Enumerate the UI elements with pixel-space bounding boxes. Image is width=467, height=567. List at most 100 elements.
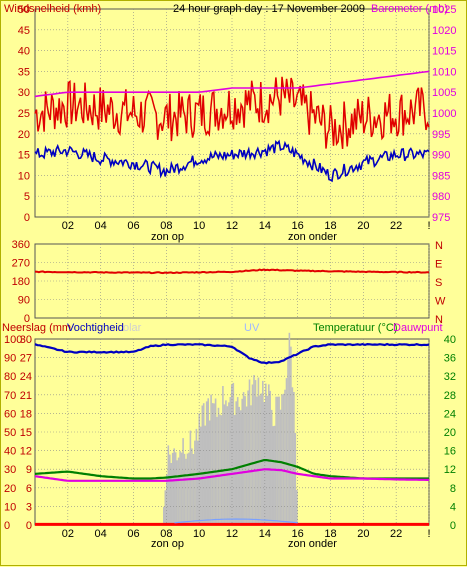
solar-bar xyxy=(164,490,167,525)
solar-bar xyxy=(231,384,233,525)
solar-bar xyxy=(282,393,285,525)
solar-bar xyxy=(219,414,221,525)
solar-bar xyxy=(182,438,184,525)
solar-bar xyxy=(265,383,267,525)
solar-bar xyxy=(263,402,266,525)
compass-tick: S xyxy=(435,277,442,289)
solar-bar xyxy=(232,382,235,525)
solar-bar xyxy=(171,452,174,525)
wind-direction-line xyxy=(34,268,430,275)
solar-bar xyxy=(244,396,246,525)
solar-legend-label: olar xyxy=(123,322,142,334)
barometer-tick: 990 xyxy=(432,150,450,162)
solar-bar xyxy=(284,389,286,525)
time-tick: 20 xyxy=(357,528,369,540)
barometer-tick: 1005 xyxy=(432,87,456,99)
compass-tick: W xyxy=(435,296,446,308)
solar-bar xyxy=(204,425,206,525)
solar-bar xyxy=(191,448,193,525)
humidity-tick: 10 xyxy=(4,501,16,513)
solar-bar xyxy=(179,451,181,525)
solar-bar xyxy=(205,401,208,525)
wind-direction-series xyxy=(34,268,430,275)
wind-speed-tick: 45 xyxy=(18,25,30,37)
solar-bar xyxy=(229,397,232,525)
humidity-line xyxy=(34,342,430,365)
solar-bar xyxy=(251,384,254,525)
time-tick: 10 xyxy=(193,220,205,232)
solar-bar xyxy=(285,378,288,525)
solar-bar xyxy=(288,332,291,525)
time-tick: 10 xyxy=(193,528,205,540)
time-tick: 14 xyxy=(259,528,271,540)
solar-bar xyxy=(254,380,257,525)
humidity-legend-label: Vochtigheid xyxy=(67,322,124,334)
solar-bar xyxy=(290,346,292,525)
barometer-axis-label: Barometer (mb) xyxy=(371,3,448,15)
wind-baro-line xyxy=(34,70,430,98)
wind-speed-tick: 15 xyxy=(18,150,30,162)
time-tick: 16 xyxy=(292,528,304,540)
rain-tick: 6 xyxy=(26,483,32,495)
time-tick: 02 xyxy=(62,528,74,540)
time-tick: 02 xyxy=(62,220,74,232)
wind-speed-tick: 50 xyxy=(18,4,30,16)
solar-bar xyxy=(272,426,274,525)
humidity-tick: 80 xyxy=(4,371,16,383)
time-tick: 22 xyxy=(390,220,402,232)
time-tick: 16 xyxy=(292,220,304,232)
compass-tick: N xyxy=(435,240,443,252)
rain-tick: 0 xyxy=(26,520,32,532)
solar-bar xyxy=(214,398,217,525)
solar-bar xyxy=(210,394,212,525)
wind-speed-tick: 0 xyxy=(24,212,30,224)
solar-bar xyxy=(294,432,297,525)
temperature-legend-label: Temperatuur (°C) xyxy=(313,322,397,334)
wind-avg-line xyxy=(34,139,430,183)
barometer-tick: 1025 xyxy=(432,4,456,16)
time-tick: 20 xyxy=(357,220,369,232)
humidity-tick: 60 xyxy=(4,408,16,420)
wind-speed-tick: 30 xyxy=(18,87,30,99)
direction-tick: 360 xyxy=(12,239,30,251)
solar-bar xyxy=(176,460,178,525)
temperature-tick: 16 xyxy=(444,446,456,458)
rain-tick: 3 xyxy=(26,501,32,513)
temperature-tick: 32 xyxy=(444,371,456,383)
solar-bar xyxy=(253,375,255,525)
wind-speed-tick: 20 xyxy=(18,129,30,141)
sunset-label-bottom: zon onder xyxy=(288,538,337,550)
solar-bar xyxy=(225,400,227,525)
barometer-tick: 1010 xyxy=(432,66,456,78)
temperature-tick: 36 xyxy=(444,353,456,365)
temperature-tick: 8 xyxy=(450,483,456,495)
temperature-tick: 12 xyxy=(444,464,456,476)
time-tick: ! xyxy=(427,220,430,232)
barometer-tick: 980 xyxy=(432,191,450,203)
solar-bar xyxy=(188,452,190,525)
solar-bar xyxy=(185,458,187,525)
barometer-tick: 1020 xyxy=(432,25,456,37)
solar-bar xyxy=(236,397,239,525)
solar-bar xyxy=(170,463,172,525)
solar-bar xyxy=(198,413,201,525)
direction-tick: 180 xyxy=(12,276,30,288)
humidity-tick: 0 xyxy=(4,520,10,532)
solar-bar xyxy=(192,454,195,525)
time-tick: 06 xyxy=(127,528,139,540)
solar-bar xyxy=(260,393,263,525)
time-tick: 22 xyxy=(390,528,402,540)
humidity-tick: 100 xyxy=(4,334,22,346)
wind-direction-tick-labels: 0 90 180 270 360 xyxy=(12,239,30,325)
solar-bar xyxy=(167,445,170,525)
time-tick: 04 xyxy=(95,220,107,232)
time-tick: 12 xyxy=(226,220,238,232)
solar-bar xyxy=(248,379,251,525)
rain-tick: 27 xyxy=(20,353,32,365)
wind-time-tick-labels: 02 04 06 08 10 12 14 16 18 20 22! xyxy=(62,220,431,232)
wind-speed-tick: 10 xyxy=(18,170,30,182)
sunset-label-top: zon onder xyxy=(288,231,337,243)
solar-bar xyxy=(201,405,204,525)
